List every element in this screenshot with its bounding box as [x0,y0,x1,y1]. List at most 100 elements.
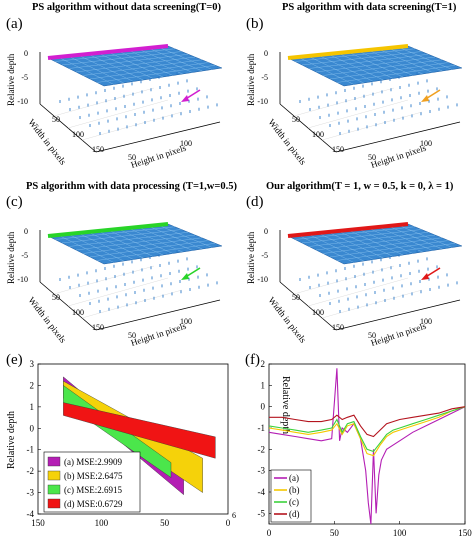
surface-mesh-line [54,48,175,62]
panel-label-e: (e) [6,352,23,368]
x-extra-label: 6 [232,511,236,520]
line-d [269,406,466,438]
indicator-arrowhead [181,273,189,280]
floor-grid-line [81,111,183,141]
floor-grid-line [293,87,395,117]
tick-label: -5 [21,73,28,82]
y-tick-label: -2 [27,466,35,476]
floor-grid-line [321,111,423,141]
panel-label: (a) [6,16,23,32]
panel-label: (c) [6,194,23,210]
x-tick-label: 50 [330,528,340,538]
surface-mesh-line [89,62,209,80]
tick-label: 0 [264,49,268,58]
surface-mesh-line [61,229,182,244]
tick-label: -10 [17,97,28,106]
legend-label: (d) MSE:0.6729 [64,499,123,509]
x-tick-label: 100 [393,528,407,538]
y-tick-label: 0 [261,402,266,412]
tick-label: -5 [261,251,268,260]
legend-label: (a) [289,473,299,483]
y-tick-label: 1 [261,380,266,390]
floor-grid-line [67,99,169,129]
surface-panel-a: (a) 0 -5 -10 50 100 150 50 100 Relative depth Widt… [6,16,223,170]
legend: (a) MSE:2.9909 (b) MSE:2.6475 (c) MSE:2.69… [43,451,141,513]
y-axis-label: Relative depth [280,376,291,434]
tick-label: -5 [21,251,28,260]
legend-label: (c) MSE:2.6915 [64,485,122,495]
tick-label: 50 [292,293,300,302]
surface-mesh-line [96,243,216,261]
floor-grid-line [307,99,409,129]
y-tick-label: -5 [258,508,266,518]
surface-mesh-line [75,234,196,251]
tick-label: 50 [52,293,60,302]
tick-label: 0 [24,49,28,58]
tick-label: 0 [24,227,28,236]
legend-swatch [47,470,61,481]
plot-frame [37,363,229,515]
x-tick-label: 0 [267,528,272,538]
surface-mesh-line [301,51,422,66]
tick-label: 150 [332,145,344,154]
surface-mesh-line [329,62,449,80]
panel-label: (d) [246,194,264,210]
surface-mesh-line [322,59,442,76]
y-tick-label: -4 [27,509,35,519]
z-axis-label: Relative depth [246,53,256,106]
tick-label: 50 [368,153,376,162]
legend-label: (b) [289,485,300,495]
y-axis-label: Width in pixels [26,117,68,167]
surface-panel-b: (b) 0 -5 -10 50 100 150 50 100 Relative depth Widt… [246,16,463,170]
tick-label: 150 [92,323,104,332]
y-axis-label: Relative depth [6,411,17,469]
surface-mesh-line [329,240,449,258]
tick-label: 100 [180,317,192,326]
z-axis-label: Relative depth [6,53,16,106]
tick-label: 100 [72,308,84,317]
y-axis-label: Width in pixels [26,295,68,345]
plot-frame [268,363,466,525]
surface-mesh-line [336,243,456,261]
y-tick-label: 3 [30,359,35,369]
x-axis-line [335,299,461,331]
tick-label: 50 [128,331,136,340]
depth-surface [287,223,463,265]
legend-label: (b) MSE:2.6475 [64,471,123,481]
panel-b-title: PS algorithm with data screening(T=1) [282,2,457,13]
y-axis-label: Width in pixels [266,295,308,345]
surface-mesh-line [294,48,415,62]
surface-mesh-line [322,237,442,254]
x-axis-label: Height in pixels [370,142,428,169]
surface-mesh-line [68,54,189,69]
y-tick-label: 2 [261,359,266,369]
tick-label: 100 [312,308,324,317]
floor-grid-line [307,277,409,307]
floor-grid-line [67,277,169,307]
z-axis-label: Relative depth [6,231,16,284]
surface-mesh-line [82,59,202,76]
tick-label: 50 [128,153,136,162]
surface-mesh-line [75,56,196,73]
x-axis-label: Height in pixels [130,142,188,169]
x-tick-label: 150 [31,518,45,528]
edge-highlight [47,222,169,238]
legend-label: (c) [289,497,299,507]
edge-highlight [47,44,169,60]
legend-label: (a) MSE:2.9909 [64,457,122,467]
legend-swatch [47,456,61,467]
tick-label: 100 [180,139,192,148]
indicator-arrowhead [181,95,189,102]
line-b [268,406,466,457]
line-a [268,368,466,525]
tick-label: 150 [92,145,104,154]
x-tick-label: 0 [226,518,231,528]
surface-mesh-line [315,234,436,251]
depth-surface [47,223,223,265]
floor-grid-line [293,265,395,295]
y-axis-label: Width in pixels [266,117,308,167]
y-tick-label: -1 [258,423,266,433]
x-tick-label: 150 [458,528,472,538]
tick-label: 150 [332,323,344,332]
